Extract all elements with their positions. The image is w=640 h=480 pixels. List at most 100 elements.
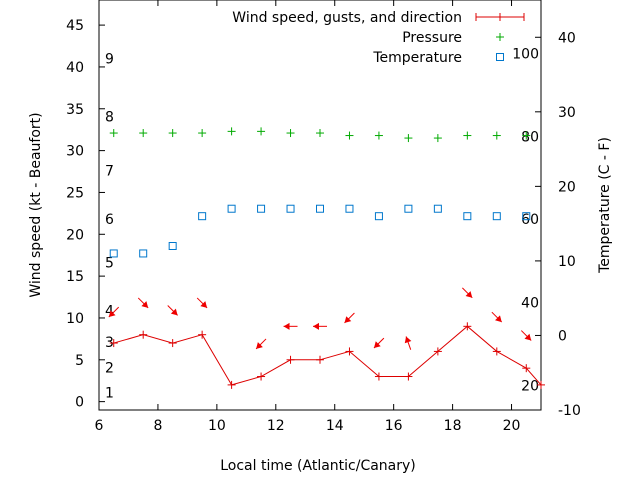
y2-axis-label: Temperature (C - F) <box>597 137 613 274</box>
y-tick-label: 35 <box>66 102 84 118</box>
wind-speed-point <box>374 372 383 381</box>
legend-sample-temperature <box>496 53 504 61</box>
pressure-point <box>492 131 501 140</box>
temperature-point <box>316 204 324 213</box>
y-tick-label: 25 <box>66 185 84 201</box>
arrow-head <box>200 301 208 308</box>
wind-speed-point <box>433 347 442 356</box>
beaufort-label: 4 <box>105 303 114 319</box>
arrow-head <box>465 291 473 298</box>
temperature-point <box>404 204 413 213</box>
y-axis-label: Wind speed (kt - Beaufort) <box>28 112 44 297</box>
pressure-point <box>257 127 266 136</box>
y-tick-label: 40 <box>66 60 84 76</box>
wind-direction-arrow <box>313 322 327 330</box>
beaufort-label: 5 <box>105 256 114 272</box>
wind-speed-line <box>113 325 542 386</box>
arrow-head <box>141 301 149 308</box>
y-tick-label: 10 <box>66 311 84 327</box>
pressure-point <box>522 131 531 140</box>
wind-speed-point <box>537 380 545 389</box>
y2-tick-label: 30 <box>558 105 576 121</box>
x-tick-label: 8 <box>153 418 162 434</box>
y-tick-label: 30 <box>66 144 84 160</box>
y-tick-label: 20 <box>66 227 84 243</box>
x-tick-label: 12 <box>267 418 285 434</box>
pressure-point <box>227 127 236 136</box>
arrow-head <box>404 336 412 344</box>
x-tick-label: 10 <box>208 418 226 434</box>
wind-speed-point <box>345 347 354 356</box>
arrow-head <box>170 308 178 316</box>
wind-direction-arrow <box>196 297 208 309</box>
wind-direction-arrow <box>404 336 412 350</box>
beaufort-label: 8 <box>105 109 114 125</box>
y-tick-label: 15 <box>66 269 84 285</box>
wind-direction-arrow <box>283 322 298 330</box>
x-tick-label: 20 <box>503 418 521 434</box>
y2-tick-label: 10 <box>558 254 576 270</box>
wind-speed-point <box>522 364 531 373</box>
wind-speed-point <box>404 372 413 381</box>
y-tick-label: 0 <box>75 395 84 411</box>
x-tick-label: 18 <box>444 418 462 434</box>
arrow-head <box>373 341 381 349</box>
arrow-head <box>344 316 352 323</box>
plot-frame <box>98 0 542 411</box>
y2-tick-label: 20 <box>558 179 576 195</box>
y2-tick-label: 40 <box>558 30 576 46</box>
wind-speed-point <box>492 347 501 356</box>
wind-speed-point <box>139 330 148 339</box>
arrow-head <box>313 322 319 330</box>
temperature-point <box>286 204 295 213</box>
beaufort-label: 3 <box>105 335 114 351</box>
pressure-point <box>316 129 324 138</box>
legend-label-temperature: Temperature <box>372 50 462 66</box>
pressure-point <box>404 134 413 143</box>
legend-label-wind: Wind speed, gusts, and direction <box>232 10 462 26</box>
wind-direction-arrow <box>344 312 355 324</box>
temperature-point <box>433 204 442 213</box>
beaufort-label: 7 <box>105 164 114 180</box>
y2-tick-label: -10 <box>558 403 581 419</box>
pressure-point <box>109 129 118 138</box>
arrow-head <box>495 315 502 323</box>
wind-direction-arrow <box>520 330 532 341</box>
temperature-point <box>257 204 266 213</box>
legend-label-pressure: Pressure <box>402 30 462 46</box>
pressure-point <box>433 134 442 143</box>
x-tick-label: 6 <box>95 418 104 434</box>
y2-tick-label: 0 <box>558 328 567 344</box>
pressure-point <box>374 131 383 140</box>
beaufort-label: 6 <box>105 212 114 228</box>
beaufort-label: 2 <box>105 360 114 376</box>
temperature-point <box>345 204 354 213</box>
fahrenheit-label: 80 <box>521 129 539 145</box>
wind-direction-arrow <box>373 337 385 349</box>
pressure-point <box>286 129 295 138</box>
y-tick-label: 5 <box>75 353 84 369</box>
temperature-point <box>522 212 531 221</box>
wind-speed-point <box>168 339 177 348</box>
pressure-point <box>139 129 148 138</box>
wind-speed-point <box>198 330 207 339</box>
pressure-point <box>463 131 472 140</box>
temperature-point <box>168 242 177 250</box>
wind-speed-point <box>463 322 472 331</box>
arrow-head <box>524 333 532 341</box>
pressure-point <box>345 131 354 140</box>
wind-direction-arrow <box>108 306 120 318</box>
temperature-point <box>198 212 207 221</box>
temperature-point <box>139 249 148 258</box>
wind-speed-point <box>109 339 118 348</box>
fahrenheit-label: 100 <box>512 47 539 63</box>
pressure-point <box>168 129 177 138</box>
wind-speed-point <box>257 372 266 381</box>
temperature-point <box>463 212 472 221</box>
pressure-point <box>198 129 207 138</box>
wind-speed-point <box>286 355 295 364</box>
wind-direction-arrow <box>491 311 503 323</box>
temperature-point <box>492 212 501 221</box>
wind-speed-point <box>227 380 236 389</box>
